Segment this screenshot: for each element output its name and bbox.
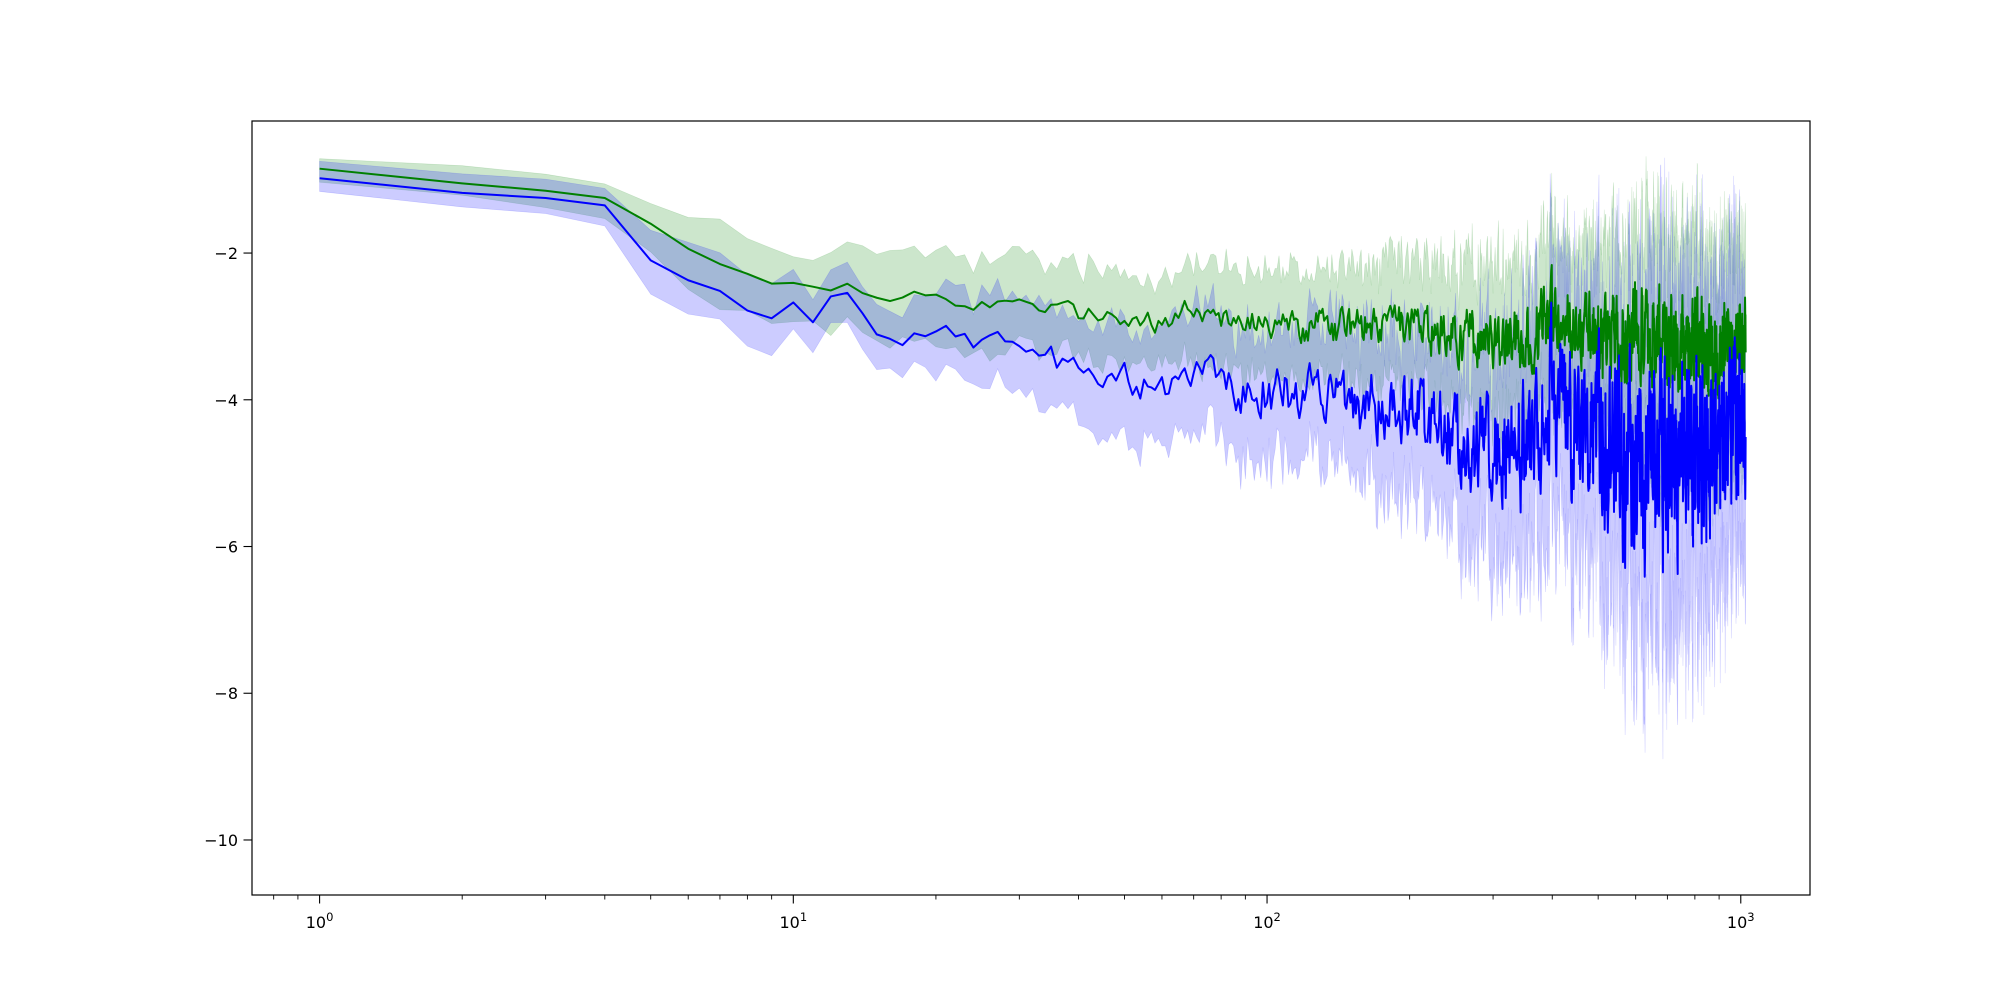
y-tick-label: −6 (214, 538, 238, 557)
y-tick-label: −8 (214, 684, 238, 703)
x-axis: 100 101 102 103 (273, 895, 1755, 932)
series-lines (319, 167, 1747, 578)
x-tick-label: 100 (306, 910, 334, 932)
x-tick-label: 102 (1253, 910, 1281, 932)
series-1-line (319, 167, 1747, 400)
y-tick-label: −10 (204, 831, 238, 850)
plot-frame (251, 120, 1811, 896)
y-tick-label: −2 (214, 244, 238, 263)
y-tick-label: −4 (214, 391, 238, 410)
x-tick-label: 103 (1727, 910, 1755, 932)
series-2-line (319, 177, 1747, 578)
x-tick-label: 101 (779, 910, 807, 932)
y-axis: −2 −4 −6 −8 −10 (204, 244, 252, 850)
